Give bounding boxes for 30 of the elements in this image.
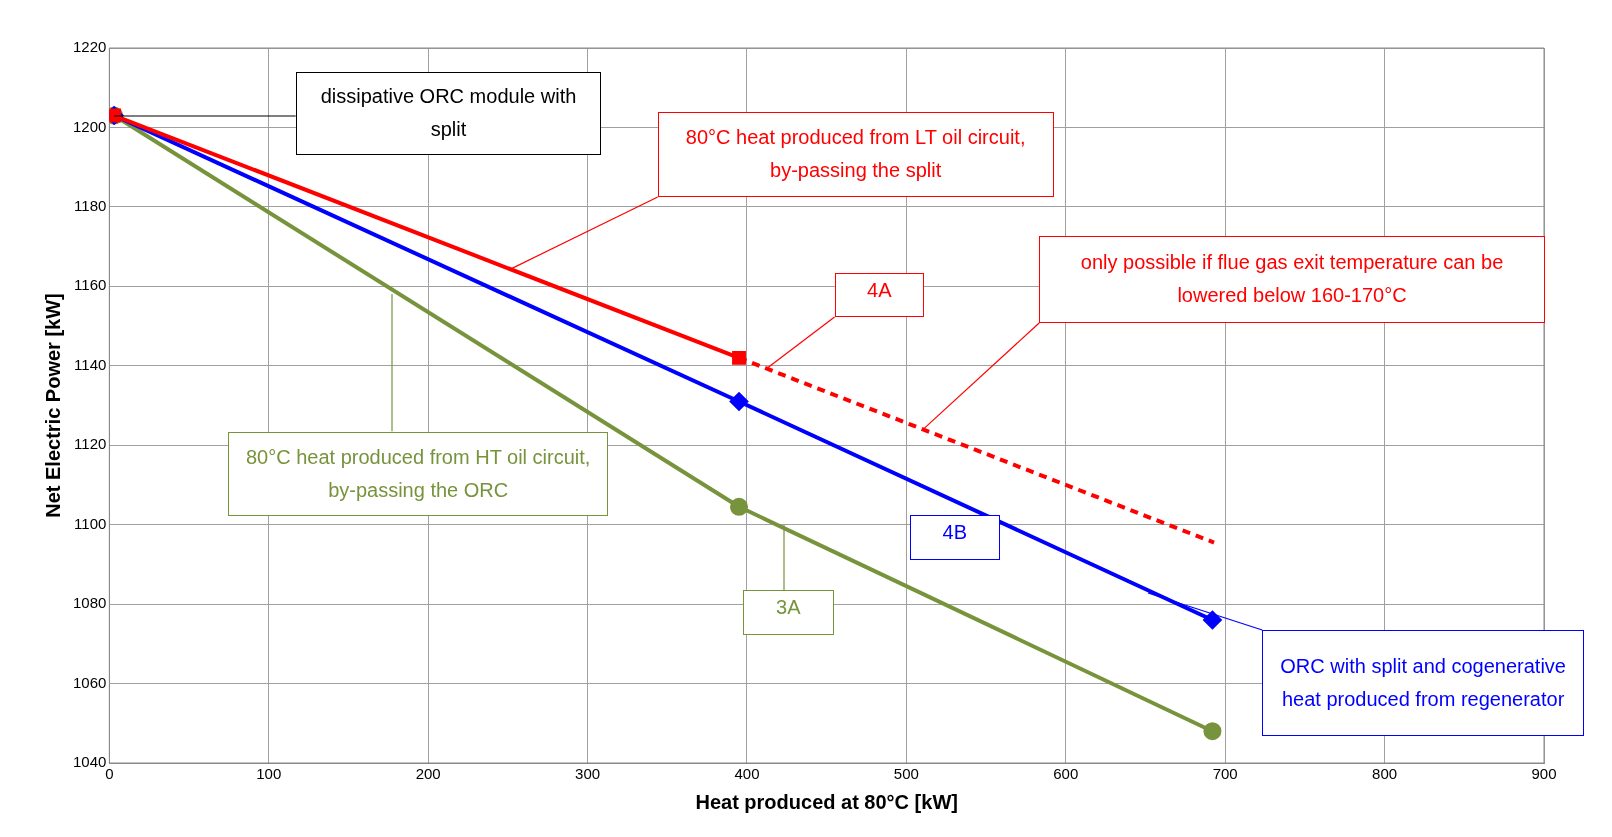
callout-box: 80°C heat produced from HT oil circuit, by-passing the ORC: [228, 431, 609, 516]
x-tick-label: 300: [575, 765, 601, 783]
callout-box: dissipative ORC module with split: [295, 71, 602, 155]
x-tick-label: 100: [256, 765, 282, 783]
callout-box: 3A: [743, 589, 834, 636]
x-tick-label: 0: [105, 765, 114, 783]
y-tick-label: 1040: [72, 753, 107, 771]
x-tick-label: 200: [415, 765, 441, 783]
x-tick-label: 800: [1372, 765, 1398, 783]
y-tick-label: 1080: [72, 594, 107, 612]
y-tick-label: 1180: [74, 197, 107, 215]
y-tick-label: 1140: [74, 355, 107, 373]
y-tick-label: 1200: [72, 117, 107, 135]
callout-box: only possible if flue gas exit temperature can be lowered below 160-170°C: [1039, 236, 1545, 323]
x-axis-title: Heat produced at 80°C [kW]: [695, 790, 958, 813]
x-tick-label: 600: [1053, 765, 1079, 783]
callout-box: 80°C heat produced from LT oil circuit, by-passing the split: [657, 111, 1054, 198]
callout-box: 4B: [909, 514, 1001, 561]
y-tick-label: 1060: [72, 673, 107, 691]
callout-box: ORC with split and cogenerative heat produced from regenerator: [1262, 629, 1584, 736]
callout-box: 4A: [834, 273, 924, 318]
y-tick-label: 1100: [74, 514, 107, 532]
y-tick-label: 1120: [74, 435, 107, 453]
x-tick-label: 900: [1531, 765, 1557, 783]
x-tick-label: 400: [734, 765, 760, 783]
x-tick-label: 500: [893, 765, 919, 783]
y-tick-label: 1220: [72, 38, 107, 56]
y-axis-title: Net Electric Power [kW]: [41, 293, 64, 518]
x-tick-label: 700: [1212, 765, 1238, 783]
y-tick-label: 1160: [74, 276, 107, 294]
